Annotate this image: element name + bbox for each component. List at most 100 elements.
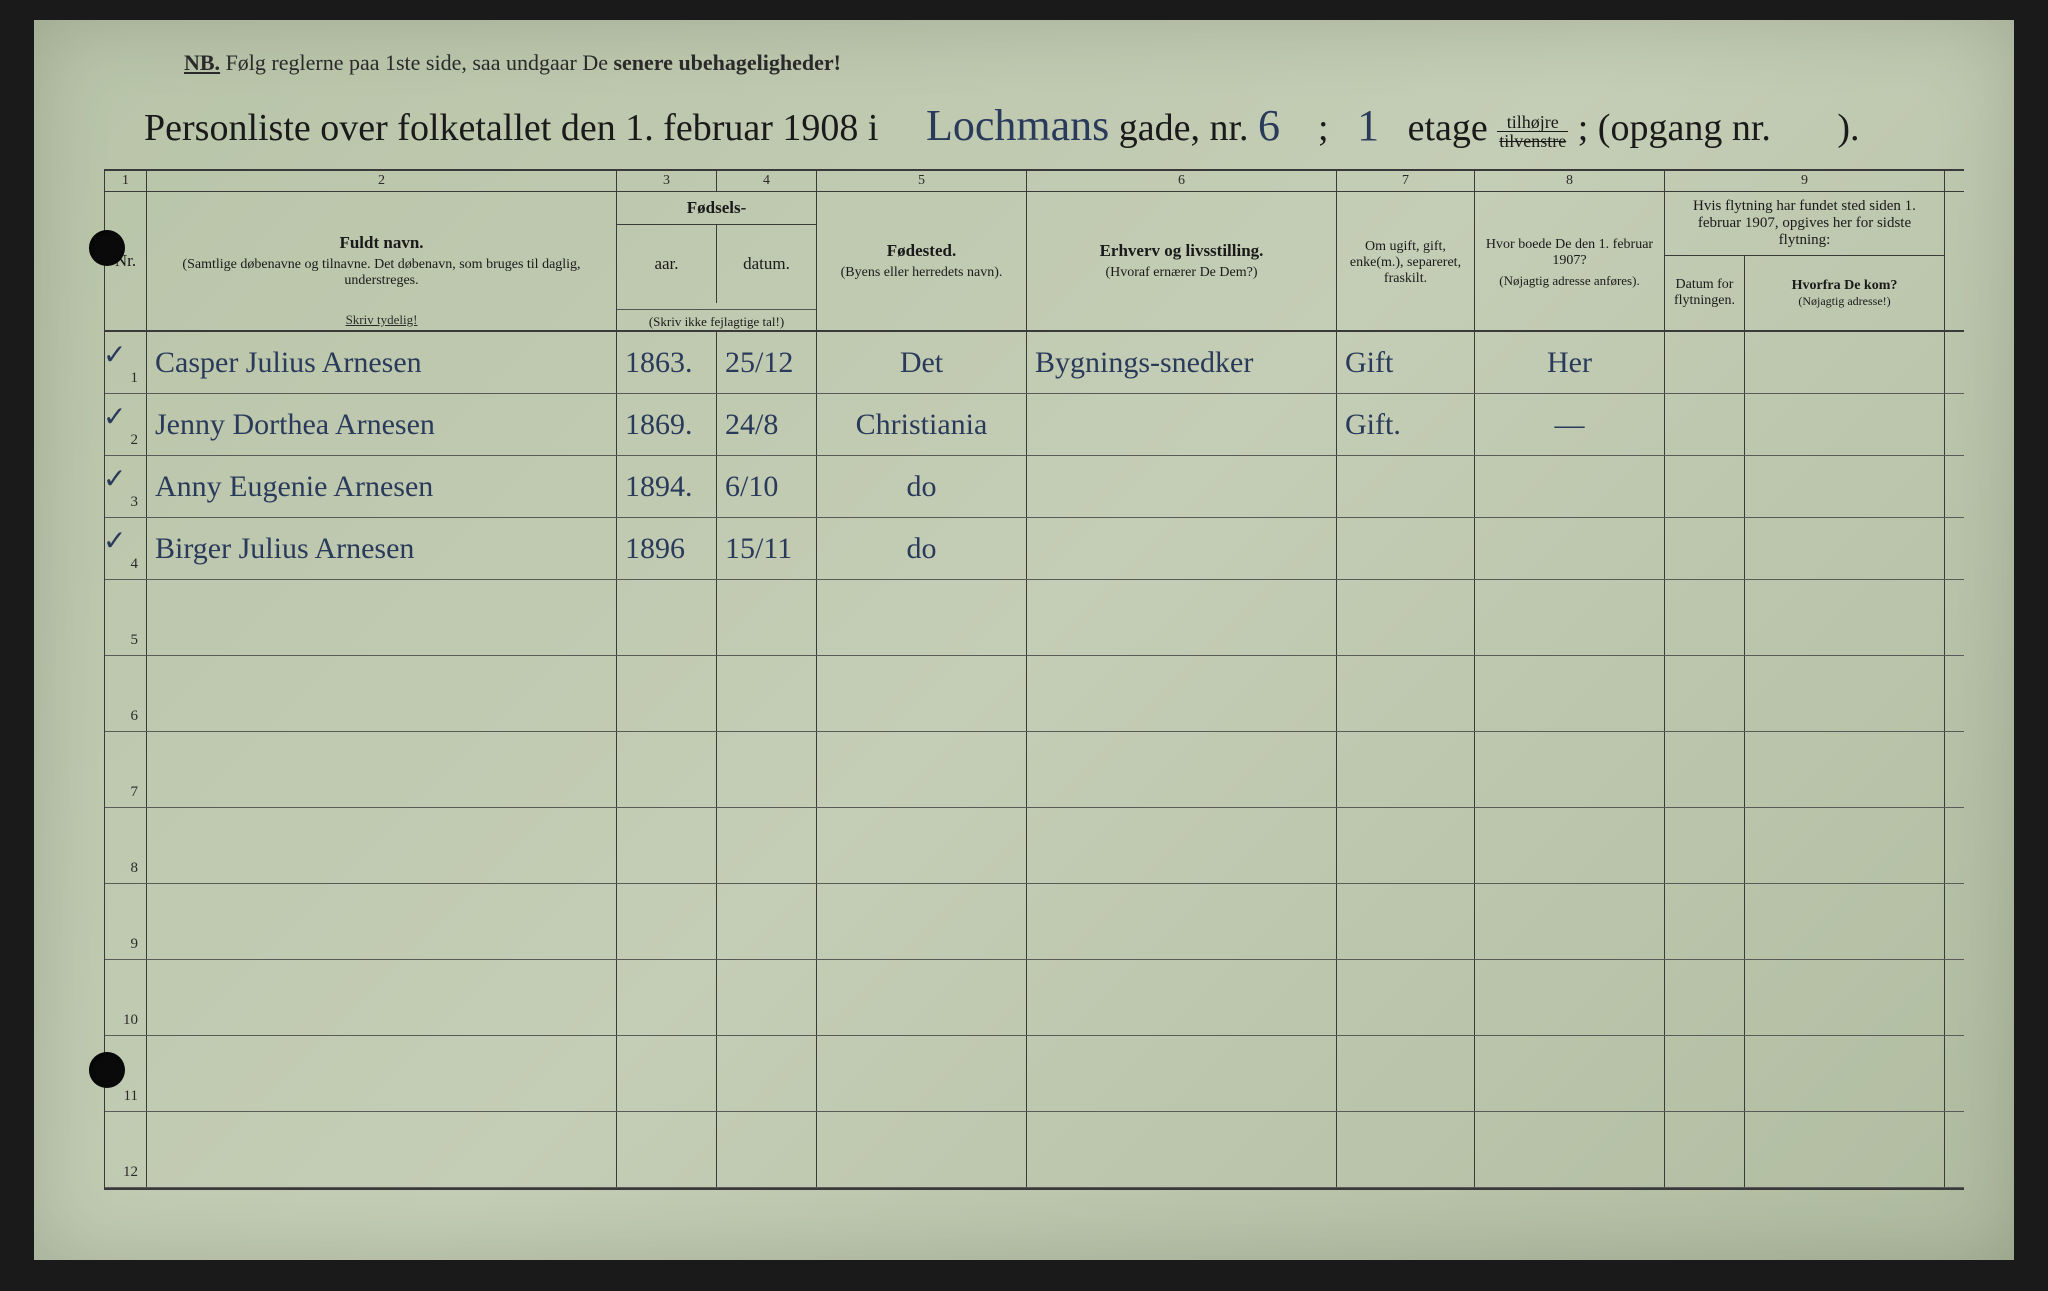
cell-flyt-hvor	[1745, 732, 1945, 807]
flyt-datum: Datum for flytningen.	[1665, 256, 1745, 330]
notice-bold: senere ubehageligheder!	[613, 50, 841, 75]
cell-boede	[1475, 808, 1665, 883]
col-num: 6	[1027, 171, 1337, 191]
cell-flyt-datum	[1665, 732, 1745, 807]
row-nr: 12	[105, 1112, 147, 1187]
check-mark-icon: ✓	[103, 524, 126, 558]
rows-container: ✓ 1 Casper Julius Arnesen 1863. 25/12 De…	[105, 332, 1964, 1188]
cell-name: Birger Julius Arnesen	[147, 518, 617, 579]
cell-name	[147, 960, 617, 1035]
cell-erhverv	[1027, 580, 1337, 655]
name-title: Fuldt navn.	[339, 233, 423, 252]
gade-label: gade, nr.	[1119, 107, 1249, 149]
cell-aar: 1863.	[617, 332, 717, 393]
nb-label: NB.	[184, 50, 220, 75]
cell-fodested: do	[817, 518, 1027, 579]
table-row: 8	[105, 808, 1964, 884]
col-num: 2	[147, 171, 617, 191]
header-fodsels: Fødsels- aar. datum. (Skriv ikke fejlagt…	[617, 192, 817, 330]
header-aar: aar.	[617, 225, 717, 303]
cell-fodested	[817, 656, 1027, 731]
row-nr: 7	[105, 732, 147, 807]
cell-name: Casper Julius Arnesen	[147, 332, 617, 393]
cell-erhverv	[1027, 1112, 1337, 1187]
cell-datum: 15/11	[717, 518, 817, 579]
cell-flyt-datum	[1665, 808, 1745, 883]
cell-flyt-hvor	[1745, 456, 1945, 517]
cell-status	[1337, 456, 1475, 517]
cell-name	[147, 808, 617, 883]
check-mark-icon: ✓	[103, 462, 126, 496]
table-row: 12	[105, 1112, 1964, 1188]
cell-flyt-hvor	[1745, 580, 1945, 655]
title-prefix: Personliste over folketallet den 1. febr…	[144, 107, 878, 149]
cell-aar	[617, 1036, 717, 1111]
cell-erhverv	[1027, 960, 1337, 1035]
skriv-tydelig: Skriv tydelig!	[147, 312, 616, 328]
cell-status	[1337, 1112, 1475, 1187]
row-nr: 10	[105, 960, 147, 1035]
cell-name	[147, 580, 617, 655]
cell-name	[147, 1112, 617, 1187]
cell-erhverv	[1027, 1036, 1337, 1111]
cell-boede	[1475, 456, 1665, 517]
cell-aar: 1896	[617, 518, 717, 579]
col-num: 8	[1475, 171, 1665, 191]
header-ugift: Om ugift, gift, enke(m.), separeret, fra…	[1337, 192, 1475, 330]
cell-datum	[717, 808, 817, 883]
cell-datum	[717, 1112, 817, 1187]
row-nr: 5	[105, 580, 147, 655]
cell-erhverv	[1027, 656, 1337, 731]
cell-flyt-datum	[1665, 394, 1745, 455]
cell-flyt-hvor	[1745, 884, 1945, 959]
cell-datum: 6/10	[717, 456, 817, 517]
cell-datum	[717, 1036, 817, 1111]
cell-flyt-hvor	[1745, 394, 1945, 455]
cell-erhverv: Bygnings-snedker	[1027, 332, 1337, 393]
boede-sub: (Nøjagtig adresse anføres).	[1483, 273, 1656, 289]
cell-fodested	[817, 1036, 1027, 1111]
cell-erhverv	[1027, 518, 1337, 579]
cell-datum: 25/12	[717, 332, 817, 393]
table-row: 10	[105, 960, 1964, 1036]
house-number: 6	[1258, 100, 1280, 151]
cell-flyt-datum	[1665, 456, 1745, 517]
flyt-hvor-label: Hvorfra De kom?	[1792, 278, 1898, 293]
cell-erhverv	[1027, 732, 1337, 807]
cell-status	[1337, 518, 1475, 579]
header-name: Fuldt navn. (Samtlige døbenavne og tilna…	[147, 192, 617, 330]
cell-fodested	[817, 1112, 1027, 1187]
cell-flyt-hvor	[1745, 1036, 1945, 1111]
etage-label: etage	[1408, 107, 1488, 149]
cell-fodested	[817, 580, 1027, 655]
table-row: ✓ 1 Casper Julius Arnesen 1863. 25/12 De…	[105, 332, 1964, 394]
cell-name	[147, 656, 617, 731]
cell-erhverv	[1027, 394, 1337, 455]
erhverv-sub: (Hvoraf ernærer De Dem?)	[1035, 265, 1328, 281]
cell-erhverv	[1027, 884, 1337, 959]
header-fodested: Fødested. (Byens eller herredets navn).	[817, 192, 1027, 330]
cell-status	[1337, 808, 1475, 883]
cell-name: Anny Eugenie Arnesen	[147, 456, 617, 517]
cell-flyt-hvor	[1745, 1112, 1945, 1187]
cell-status	[1337, 960, 1475, 1035]
fodested-title: Fødested.	[887, 241, 956, 260]
cell-flyt-hvor	[1745, 656, 1945, 731]
fodsels-title: Fødsels-	[617, 192, 816, 225]
cell-flyt-datum	[1665, 332, 1745, 393]
table-row: 7	[105, 732, 1964, 808]
title-line: Personliste over folketallet den 1. febr…	[144, 100, 1964, 151]
col-num: 9	[1665, 171, 1945, 191]
cell-status	[1337, 580, 1475, 655]
census-page: NB. Følg reglerne paa 1ste side, saa und…	[34, 20, 2014, 1260]
side-top: tilhøjre	[1497, 113, 1568, 132]
cell-flyt-hvor	[1745, 518, 1945, 579]
cell-aar	[617, 960, 717, 1035]
cell-status	[1337, 656, 1475, 731]
cell-flyt-datum	[1665, 1112, 1745, 1187]
row-nr: 6	[105, 656, 147, 731]
header-flytning: Hvis flytning har fundet sted siden 1. f…	[1665, 192, 1945, 330]
cell-name	[147, 1036, 617, 1111]
table-row: ✓ 2 Jenny Dorthea Arnesen 1869. 24/8 Chr…	[105, 394, 1964, 456]
cell-boede	[1475, 1112, 1665, 1187]
